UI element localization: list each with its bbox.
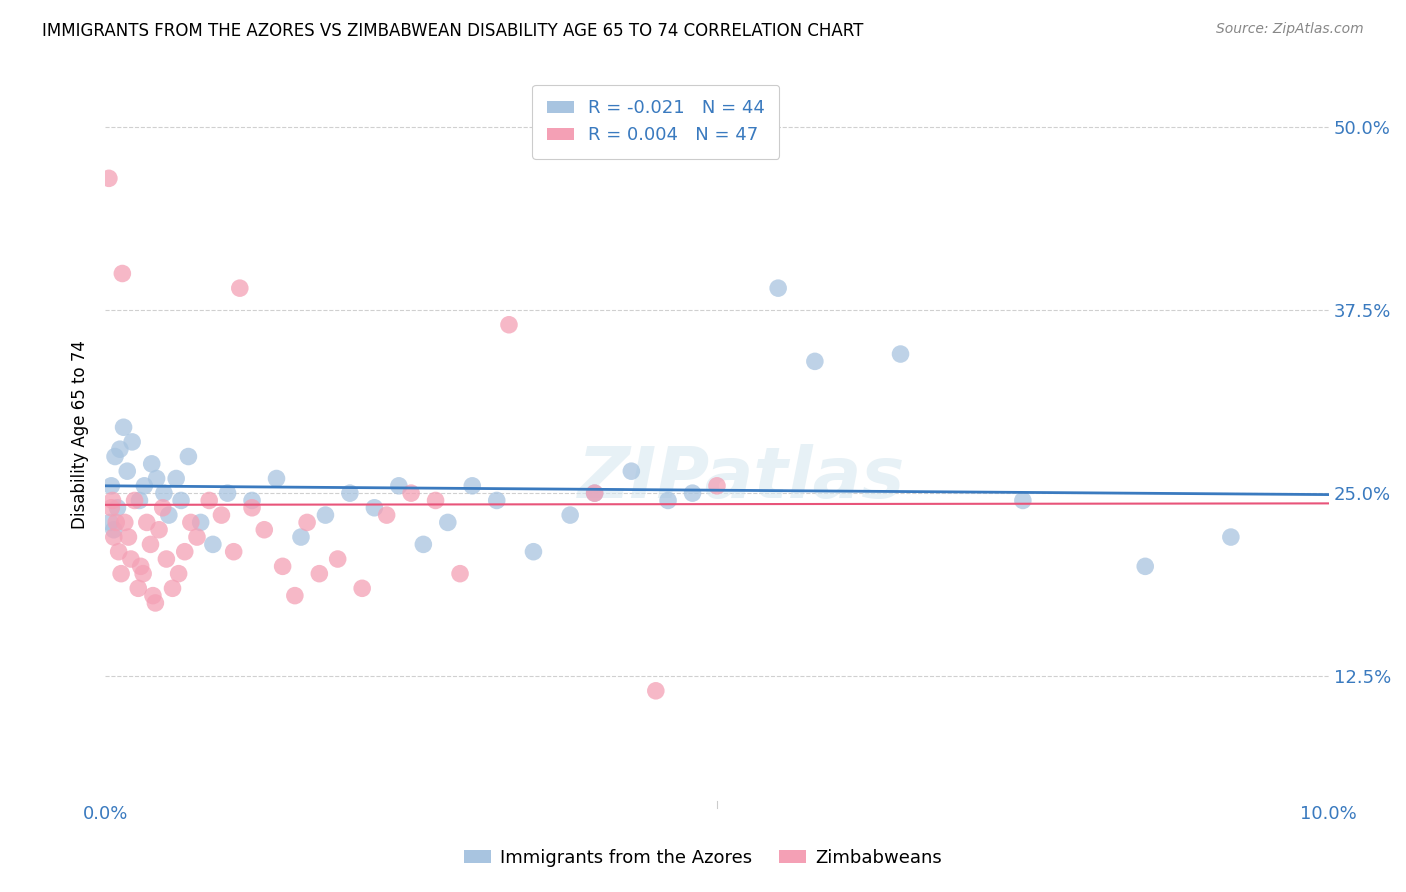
Point	[1012, 493, 1035, 508]
Point	[461, 479, 484, 493]
Point	[103, 523, 125, 537]
Point	[889, 347, 911, 361]
Point	[173, 545, 195, 559]
Point	[112, 420, 135, 434]
Point	[142, 589, 165, 603]
Point	[128, 493, 150, 508]
Point	[240, 500, 263, 515]
Point	[339, 486, 361, 500]
Point	[165, 471, 187, 485]
Point	[129, 559, 152, 574]
Point	[177, 450, 200, 464]
Point	[766, 281, 789, 295]
Text: IMMIGRANTS FROM THE AZORES VS ZIMBABWEAN DISABILITY AGE 65 TO 74 CORRELATION CHA: IMMIGRANTS FROM THE AZORES VS ZIMBABWEAN…	[42, 22, 863, 40]
Point	[186, 530, 208, 544]
Point	[105, 516, 128, 530]
Point	[804, 354, 827, 368]
Point	[290, 530, 312, 544]
Point	[107, 545, 129, 559]
Point	[152, 500, 174, 515]
Point	[162, 582, 184, 596]
Point	[139, 537, 162, 551]
Legend: R = -0.021   N = 44, R = 0.004   N = 47: R = -0.021 N = 44, R = 0.004 N = 47	[531, 85, 779, 159]
Point	[120, 552, 142, 566]
Point	[229, 281, 252, 295]
Point	[560, 508, 582, 522]
Point	[657, 493, 679, 508]
Point	[375, 508, 398, 522]
Point	[271, 559, 294, 574]
Point	[644, 683, 666, 698]
Point	[101, 493, 124, 508]
Point	[100, 479, 122, 493]
Point	[198, 493, 221, 508]
Text: Source: ZipAtlas.com: Source: ZipAtlas.com	[1216, 22, 1364, 37]
Point	[153, 486, 176, 500]
Point	[388, 479, 411, 493]
Point	[363, 500, 385, 515]
Point	[132, 566, 155, 581]
Point	[167, 566, 190, 581]
Point	[145, 471, 167, 485]
Point	[98, 516, 121, 530]
Point	[211, 508, 233, 522]
Point	[97, 171, 120, 186]
Point	[100, 500, 122, 515]
Point	[145, 596, 167, 610]
Point	[485, 493, 508, 508]
Point	[141, 457, 163, 471]
Y-axis label: Disability Age 65 to 74: Disability Age 65 to 74	[72, 340, 89, 529]
Point	[436, 516, 458, 530]
Text: ZIPatlas: ZIPatlas	[578, 444, 905, 513]
Point	[104, 450, 127, 464]
Point	[1219, 530, 1241, 544]
Point	[240, 493, 263, 508]
Point	[522, 545, 544, 559]
Point	[326, 552, 349, 566]
Point	[620, 464, 643, 478]
Point	[135, 516, 157, 530]
Point	[412, 537, 434, 551]
Point	[266, 471, 288, 485]
Point	[583, 486, 606, 500]
Point	[399, 486, 422, 500]
Point	[121, 434, 143, 449]
Point	[190, 516, 212, 530]
Point	[217, 486, 239, 500]
Point	[201, 537, 224, 551]
Point	[352, 582, 374, 596]
Point	[115, 464, 138, 478]
Point	[706, 479, 728, 493]
Point	[222, 545, 245, 559]
Point	[155, 552, 177, 566]
Point	[108, 442, 131, 457]
Point	[117, 530, 139, 544]
Point	[114, 516, 136, 530]
Point	[295, 516, 318, 530]
Point	[314, 508, 336, 522]
Point	[110, 566, 132, 581]
Point	[170, 493, 193, 508]
Point	[498, 318, 520, 332]
Point	[124, 493, 146, 508]
Point	[111, 267, 134, 281]
Point	[127, 582, 149, 596]
Point	[425, 493, 447, 508]
Point	[107, 500, 129, 515]
Point	[180, 516, 202, 530]
Point	[682, 486, 704, 500]
Point	[1135, 559, 1157, 574]
Point	[157, 508, 180, 522]
Point	[308, 566, 330, 581]
Point	[583, 486, 606, 500]
Point	[449, 566, 471, 581]
Point	[253, 523, 276, 537]
Point	[103, 530, 125, 544]
Point	[284, 589, 307, 603]
Legend: Immigrants from the Azores, Zimbabweans: Immigrants from the Azores, Zimbabweans	[457, 842, 949, 874]
Point	[134, 479, 156, 493]
Point	[148, 523, 170, 537]
